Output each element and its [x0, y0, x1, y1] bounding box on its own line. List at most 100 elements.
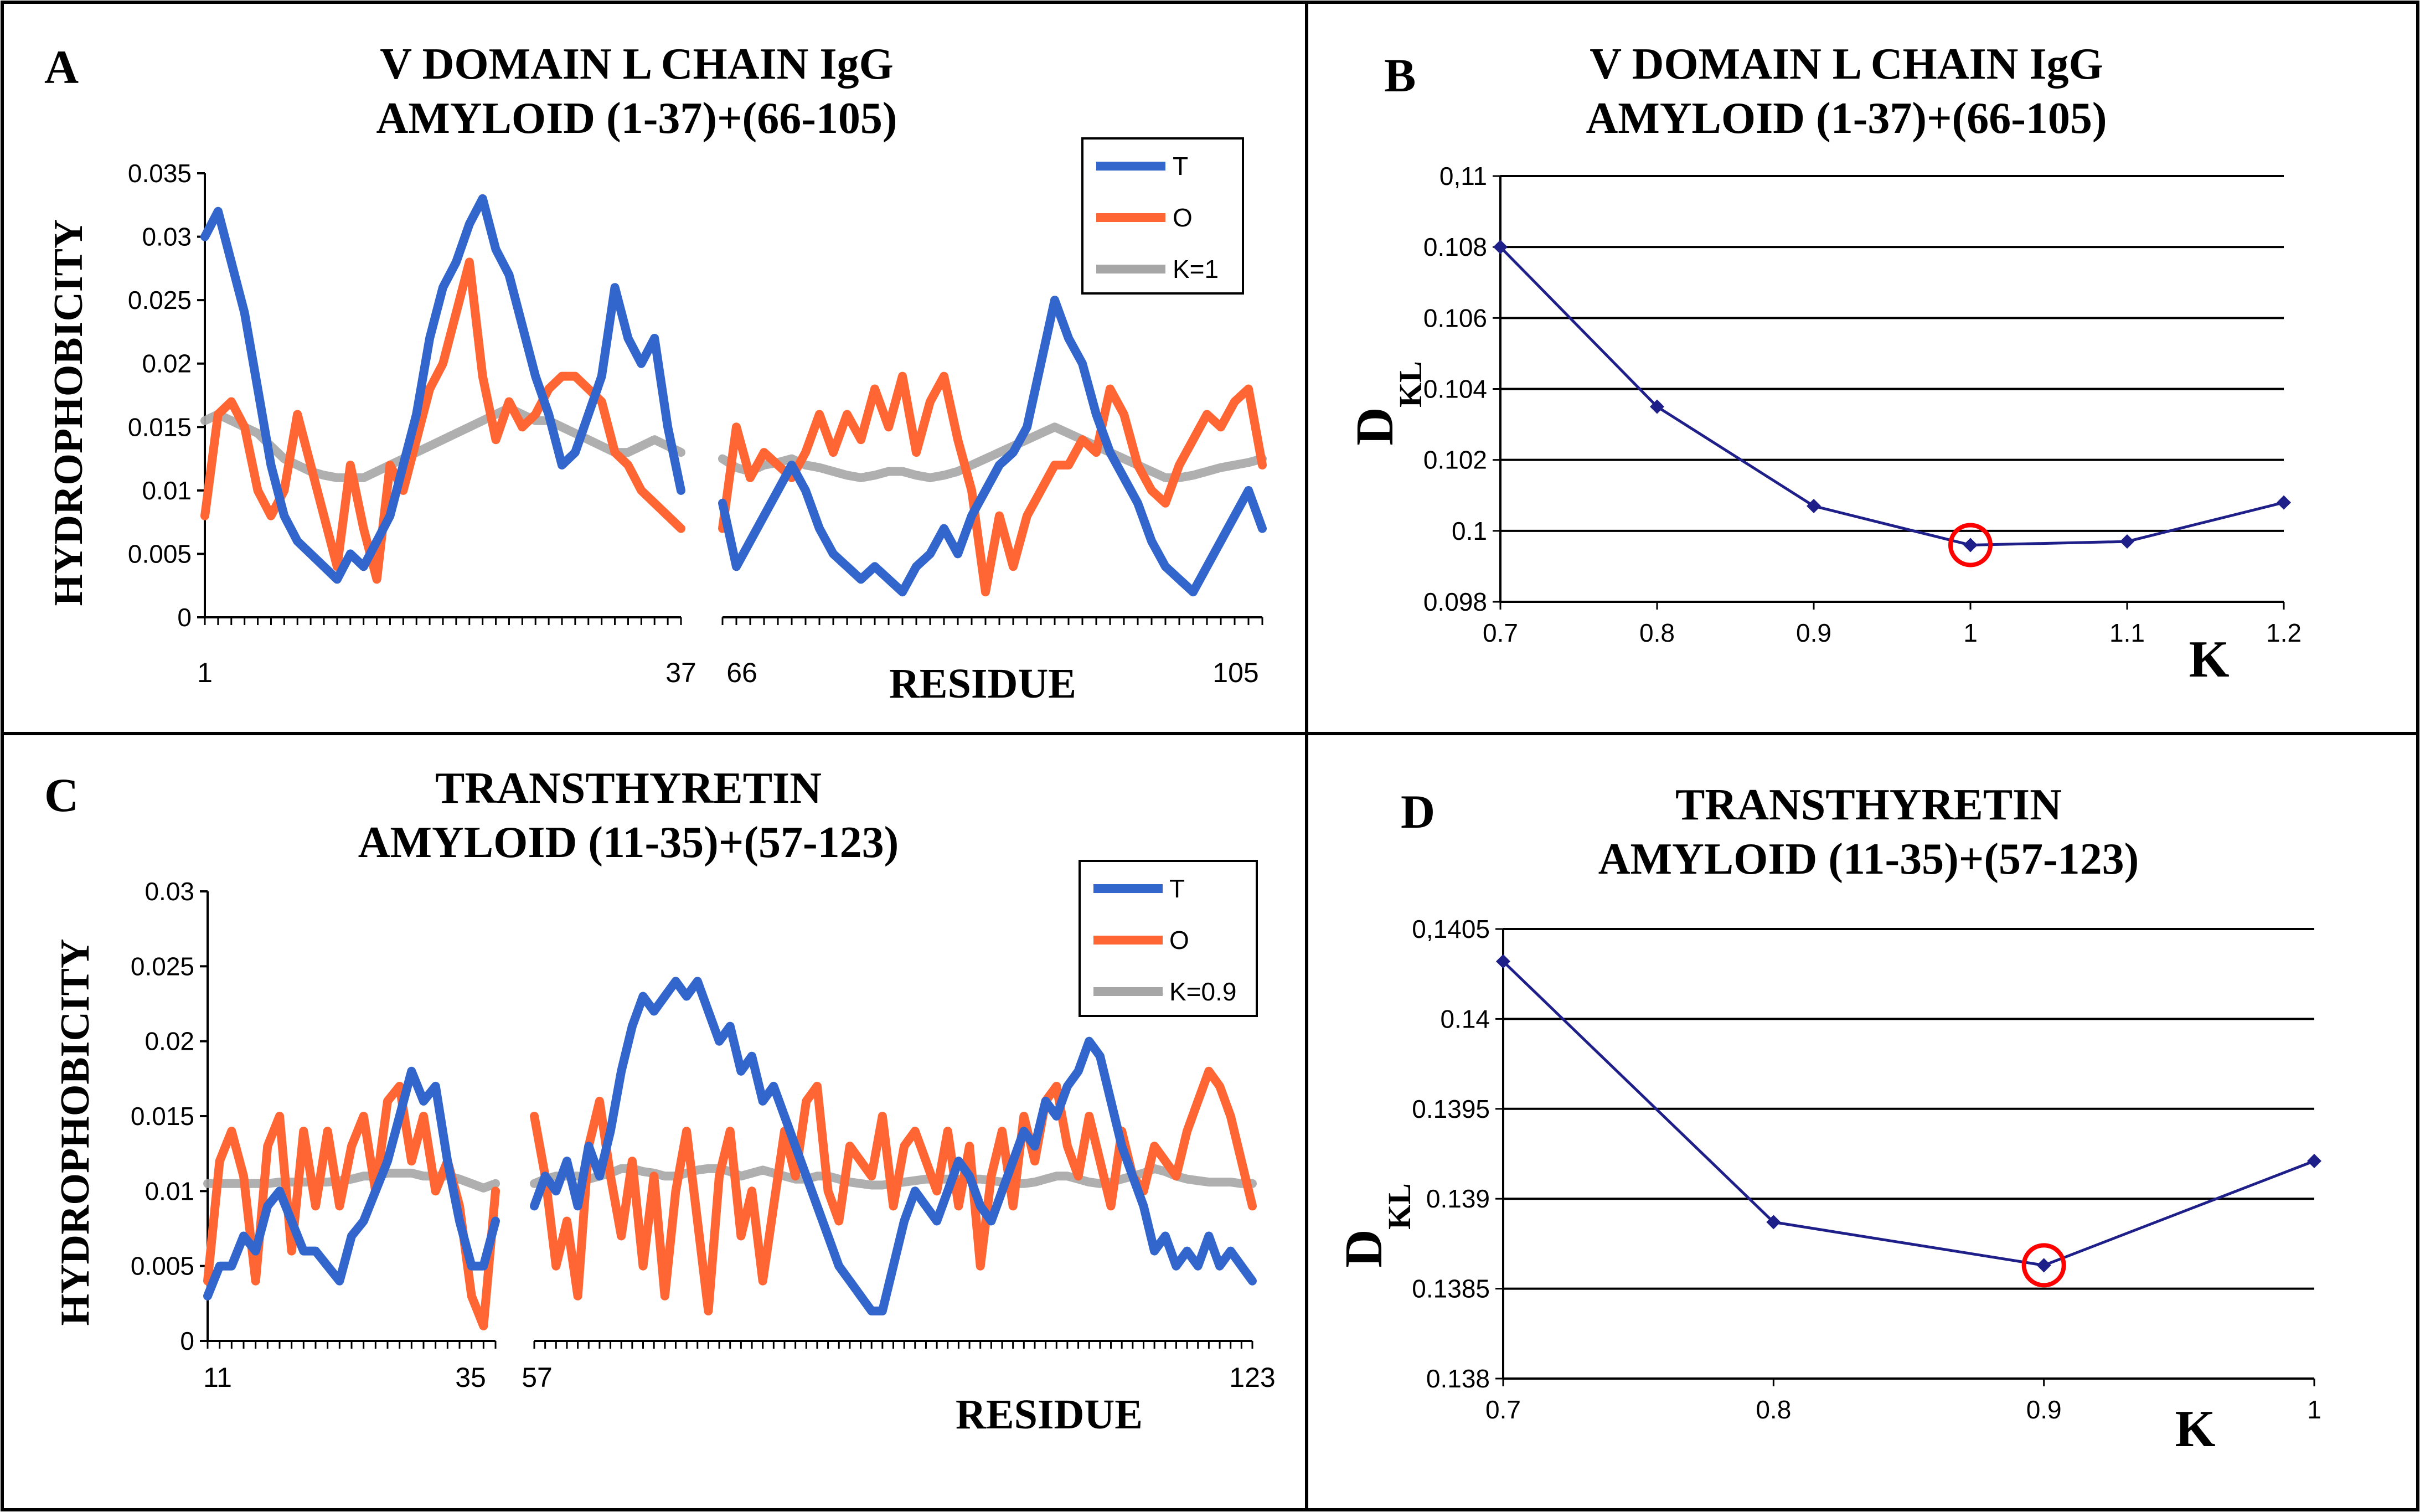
y-tick-label: 0 [180, 1327, 194, 1355]
panel-d: D TRANSTHYRETIN AMYLOID (11-35)+(57-123)… [1334, 781, 2321, 1458]
data-point [2277, 495, 2291, 510]
panel-c-title-line2: AMYLOID (11-35)+(57-123) [358, 818, 899, 867]
panel-d-title-line1: TRANSTHYRETIN [1675, 781, 2062, 829]
panel-c-plot [200, 890, 1257, 1349]
y-tick-label: 0.025 [131, 952, 194, 981]
panel-c-legend: T O K=0.9 [1079, 860, 1258, 1017]
x-tick-label: 0.9 [1796, 618, 1831, 647]
x-tick-label: 0.9 [2026, 1395, 2062, 1424]
y-tick-label: 0.139 [1426, 1184, 1490, 1213]
series-line-t-seg1 [203, 1066, 500, 1301]
data-point [1496, 954, 1510, 969]
panel-c-legend-label-k: K=0.9 [1169, 977, 1237, 1006]
panel-c-y-ticks: 0 0.005 0.01 0.015 0.02 0.025 0.03 [131, 877, 194, 1355]
panel-a-letter: A [44, 40, 79, 94]
x-tick-label: 0.8 [1756, 1395, 1791, 1424]
panel-b-letter: B [1384, 49, 1416, 102]
panel-b-title-line1: V DOMAIN L CHAIN IgG [1590, 40, 2103, 89]
y-tick-label: 0.025 [128, 286, 192, 314]
y-tick-label: 0.1395 [1412, 1095, 1490, 1123]
panel-a-legend: T O K=1 [1081, 137, 1244, 295]
y-tick-label: 0.005 [128, 539, 192, 568]
panel-a-y-axis-label: HYDROPHOBICITY [46, 219, 91, 606]
panel-b-y-label-sub: KL [1392, 361, 1428, 407]
data-point [1650, 399, 1664, 414]
data-point [2307, 1153, 2321, 1168]
panel-d-title-line2: AMYLOID (11-35)+(57-123) [1598, 835, 2139, 884]
panel-a-plot [197, 172, 1267, 625]
y-tick-label: 0.015 [131, 1102, 194, 1131]
y-tick-label: 0.01 [145, 1176, 194, 1205]
y-tick-label: 0.03 [145, 877, 194, 906]
data-point [2120, 534, 2134, 549]
panel-a-legend-label-t: T [1173, 152, 1188, 180]
data-point [2036, 1258, 2051, 1273]
x-tick-label: 1.1 [2109, 618, 2145, 647]
y-tick-label: 0.015 [128, 412, 192, 441]
panel-a-legend-label-o: O [1173, 203, 1193, 232]
y-tick-label: 0,11 [1439, 162, 1487, 190]
panel-b-plot: 0.098 0.1 0.102 0.104 0.106 0.108 0,11 0.7 0.8 0.… [1423, 162, 2302, 647]
data-point [1493, 240, 1508, 255]
panel-c: C TRANSTHYRETIN AMYLOID (11-35)+(57-123)… [44, 764, 1276, 1438]
highlight-circle [2021, 1243, 2066, 1288]
x-tick-label: 0.7 [1485, 1395, 1521, 1424]
panel-c-y-axis-label: HYDROPHOBICITY [53, 939, 98, 1326]
panel-c-x-end-2: 123 [1229, 1362, 1275, 1393]
y-tick-label: 0.138 [1426, 1364, 1490, 1393]
panel-b-y-label-main: D [1345, 407, 1404, 445]
panel-a-x-axis-label: RESIDUE [889, 660, 1076, 707]
panel-a-title-line2: AMYLOID (1-37)+(66-105) [376, 94, 897, 143]
y-tick-label: 0.14 [1440, 1004, 1490, 1033]
panel-b-title-line2: AMYLOID (1-37)+(66-105) [1586, 94, 2107, 143]
y-tick-label: 0.02 [142, 349, 192, 378]
x-tick-label: 1 [2307, 1395, 2321, 1424]
panel-a-legend-label-k: K=1 [1173, 255, 1219, 283]
panel-b-y-axis-label: D KL [1345, 361, 1428, 445]
y-tick-label: 0.005 [131, 1252, 194, 1281]
panel-c-x-start-2: 57 [522, 1362, 553, 1393]
series-line-t-seg1 [200, 194, 685, 584]
dkl-line [1502, 960, 2315, 1267]
panel-d-letter: D [1401, 785, 1435, 838]
panel-c-letter: C [44, 768, 79, 822]
data-point [1807, 498, 1821, 513]
panel-d-y-label-sub: KL [1381, 1183, 1417, 1230]
y-tick-label: 0.02 [145, 1027, 194, 1056]
panel-c-x-start-1: 11 [203, 1362, 232, 1393]
panel-b-x-axis-label: K [2189, 631, 2229, 688]
y-tick-label: 0.1385 [1412, 1274, 1490, 1303]
series-line-k-1-seg1 [200, 403, 685, 482]
panel-a-x-end-2: 105 [1212, 657, 1258, 688]
panel-a: A V DOMAIN L CHAIN IgG AMYLOID (1-37)+(6… [44, 40, 1267, 707]
y-tick-label: 0.1 [1452, 517, 1487, 545]
x-tick-label: 1 [1963, 618, 1978, 647]
panel-a-x-start-1: 1 [197, 657, 213, 688]
x-tick-label: 1.2 [2266, 618, 2302, 647]
y-tick-label: 0.03 [142, 223, 192, 251]
y-tick-label: 0.108 [1423, 233, 1487, 261]
panel-a-x-end-1: 37 [665, 657, 696, 688]
y-tick-label: 0.035 [128, 159, 192, 188]
y-tick-label: 0.01 [142, 476, 192, 505]
series-line-o-seg2 [718, 371, 1267, 597]
panel-d-plot: 0.138 0.1385 0.139 0.1395 0.14 0,1405 0.7 0.8 0.… [1412, 915, 2321, 1424]
panel-a-title-line1: V DOMAIN L CHAIN IgG [380, 40, 894, 89]
panel-d-x-axis-label: K [2175, 1400, 2215, 1458]
data-point [1766, 1215, 1781, 1230]
highlight-circle [1948, 523, 1993, 567]
panel-a-x-start-2: 66 [726, 657, 757, 688]
y-tick-label: 0,1405 [1412, 915, 1490, 943]
panel-c-legend-label-o: O [1169, 926, 1189, 954]
y-tick-label: 0 [177, 603, 192, 632]
x-tick-label: 0.8 [1639, 618, 1675, 647]
dkl-line [1499, 246, 2284, 547]
y-tick-label: 0.106 [1423, 303, 1487, 332]
panel-a-y-ticks: 0 0.005 0.01 0.015 0.02 0.025 0.03 0.035 [128, 159, 192, 632]
panel-c-x-axis-label: RESIDUE [956, 1391, 1143, 1438]
y-tick-label: 0.102 [1423, 446, 1487, 474]
panel-b: B V DOMAIN L CHAIN IgG AMYLOID (1-37)+(6… [1345, 40, 2302, 688]
panel-c-x-end-1: 35 [455, 1362, 486, 1393]
